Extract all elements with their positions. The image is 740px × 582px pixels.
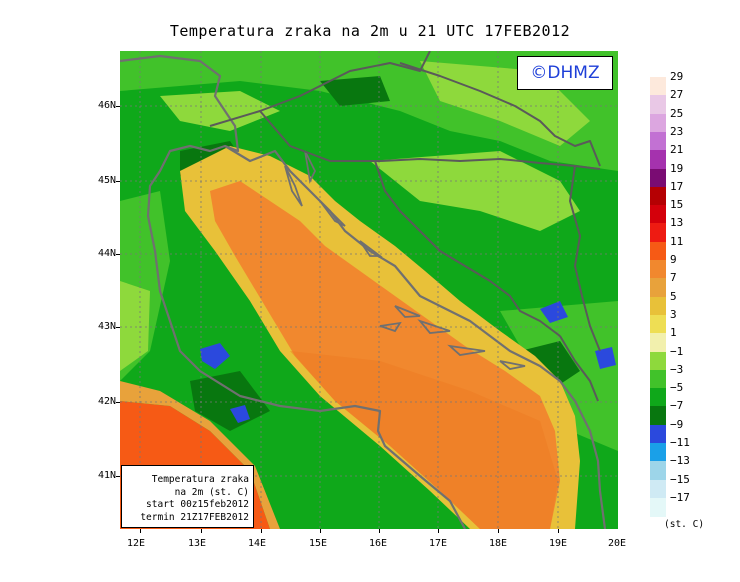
lat-label-43n: 43N: [97, 321, 116, 332]
lon-label-16e: 16E: [368, 538, 388, 549]
info-box: Temperatura zraka na 2m (st. C) start 00…: [121, 465, 254, 528]
legend-label: −13: [670, 454, 690, 468]
lat-label-44n: 44N: [97, 248, 116, 259]
lon-tick: [320, 529, 321, 533]
lon-tick: [140, 529, 141, 533]
legend-label: 29: [670, 70, 684, 83]
legend-label: 13: [670, 216, 684, 230]
legend-label: 23: [670, 124, 684, 138]
legend-swatch: [650, 278, 666, 298]
legend-label: 19: [670, 161, 684, 175]
legend-swatch: [650, 223, 666, 243]
lon-label-20e: 20E: [607, 538, 627, 549]
legend-swatch: [650, 296, 666, 316]
legend-label: 1: [670, 326, 677, 340]
lon-tick: [379, 529, 380, 533]
legend-label: −5: [670, 381, 684, 395]
lon-tick: [558, 529, 559, 533]
lon-label-13e: 13E: [187, 538, 207, 549]
lon-label-12e: 12E: [126, 538, 146, 549]
legend-label: −11: [670, 436, 690, 449]
legend-label: 15: [670, 198, 684, 212]
lon-label-18e: 18E: [488, 538, 508, 549]
lon-label-14e: 14E: [247, 538, 267, 549]
temperature-map: [120, 51, 618, 529]
lon-tick: [201, 529, 202, 533]
lon-label-15e: 15E: [308, 538, 328, 549]
lon-label-19e: 19E: [548, 538, 568, 549]
lat-label-42n: 42N: [97, 396, 116, 407]
legend-swatch: [650, 131, 666, 151]
lat-tick: [116, 181, 120, 182]
legend-swatch: [650, 241, 666, 261]
info-line: termin 21Z17FEB2012: [140, 511, 249, 523]
lat-label-46n: 46N: [97, 100, 116, 111]
lon-label-17e: 17E: [428, 538, 448, 549]
lon-tick: [438, 529, 439, 533]
lat-label-45n: 45N: [97, 175, 116, 186]
legend-swatch: [650, 150, 666, 169]
legend-label: −3: [670, 362, 684, 376]
legend-swatch: [650, 443, 666, 462]
legend-label: −9: [670, 417, 684, 431]
legend-swatch: [650, 168, 666, 188]
lat-tick: [116, 327, 120, 328]
lon-tick: [498, 529, 499, 533]
lat-tick: [116, 254, 120, 255]
legend-label: 5: [670, 289, 677, 303]
legend-label: 9: [670, 253, 677, 266]
legend-swatch: [650, 351, 666, 371]
legend-swatch: [650, 77, 666, 96]
info-line: na 2m (st. C): [174, 486, 249, 498]
legend-swatch: [650, 333, 666, 352]
legend-label: −17: [670, 490, 690, 504]
grid-lines: [120, 51, 618, 529]
legend-label: 7: [670, 271, 677, 285]
very-cold-pockets: [200, 301, 616, 423]
legend-swatch: [650, 260, 666, 279]
legend-swatch: [650, 497, 666, 517]
lat-tick: [116, 402, 120, 403]
legend-swatch: [650, 205, 666, 224]
legend-label: 11: [670, 234, 684, 248]
legend-swatch: [650, 369, 666, 389]
legend-label: −1: [670, 344, 684, 358]
lat-tick: [116, 476, 120, 477]
islands: [284, 150, 526, 370]
legend-swatch: [650, 95, 666, 115]
legend-label: −15: [670, 472, 690, 486]
info-line: Temperatura zraka: [151, 474, 249, 485]
info-line: start 00z15feb2012: [146, 499, 249, 510]
legend-swatch: [650, 186, 666, 206]
legend-label: 3: [670, 307, 677, 321]
dhmz-logo: ©DHMZ: [517, 56, 613, 90]
legend-swatch: [650, 113, 666, 133]
country-borders: [209, 51, 601, 402]
legend-unit: (st. C): [664, 519, 705, 530]
legend-swatch: [650, 424, 666, 444]
legend-label: −7: [670, 399, 684, 413]
legend-label: 21: [670, 143, 684, 157]
tyrrhenian-coast-band: [120, 381, 280, 529]
legend-label: 27: [670, 88, 684, 102]
legend-swatch: [650, 461, 666, 481]
legend-swatch: [650, 406, 666, 426]
legend-swatch: [650, 388, 666, 407]
lat-label-41n: 41N: [97, 470, 116, 481]
legend-label: 25: [670, 106, 684, 120]
lat-tick: [116, 106, 120, 107]
adriatic-south-warm: [290, 351, 558, 529]
legend-swatch: [650, 479, 666, 499]
coastlines: [120, 54, 607, 529]
map-title: Temperatura zraka na 2m u 21 UTC 17FEB20…: [169, 22, 571, 40]
legend-swatch: [650, 314, 666, 334]
lon-tick: [261, 529, 262, 533]
legend-label: 17: [670, 179, 684, 193]
